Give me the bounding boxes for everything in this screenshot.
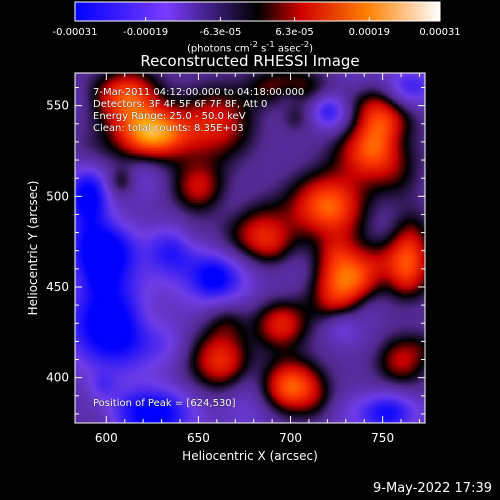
colorbar-tick-label: 0.00019 — [349, 27, 390, 38]
colorbar: -0.00031 -0.00019 -6.3e-05 6.3e-05 0.00019 0.… — [53, 1, 461, 38]
colorbar-units: (photons cm-2 s-1 asec-2) — [186, 39, 314, 55]
observation-info: 7-Mar-2011 04:12:00.000 to 04:18:00.000 … — [93, 87, 304, 135]
colorbar-tick-label: 6.3e-05 — [275, 27, 313, 38]
y-tick-label: 550 — [46, 99, 69, 113]
y-axis-label: Heliocentric Y (arcsec) — [26, 181, 40, 316]
x-tick-label: 700 — [279, 431, 302, 445]
colorbar-strip — [74, 1, 441, 22]
x-axis-label: Heliocentric X (arcsec) — [182, 449, 318, 463]
y-tick-label: 450 — [46, 280, 69, 294]
timestamp: 9-May-2022 17:39 — [373, 481, 492, 496]
colorbar-tick-label: 0.00031 — [419, 27, 460, 38]
chart-title: Reconstructed RHESSI Image — [140, 52, 360, 70]
x-tick-label: 600 — [95, 431, 118, 445]
info-counts: Clean: total counts: 8.35E+03 — [93, 123, 244, 134]
info-time-range: 7-Mar-2011 04:12:00.000 to 04:18:00.000 — [93, 87, 305, 98]
colorbar-tick-label: -0.00019 — [123, 27, 168, 38]
y-tick-label: 500 — [46, 189, 69, 203]
info-energy-range: Energy Range: 25.0 - 50.0 keV — [93, 111, 246, 122]
x-tick-label: 750 — [371, 431, 394, 445]
info-detectors: Detectors: 3F 4F 5F 6F 7F 8F, Att 0 — [93, 99, 268, 110]
peak-position-label: Position of Peak = [624,530] — [93, 398, 236, 409]
colorbar-tick-label: -6.3e-05 — [199, 27, 241, 38]
y-tick-label: 400 — [46, 371, 69, 385]
colorbar-tick-label: -0.00031 — [53, 27, 98, 38]
x-tick-label: 650 — [187, 431, 210, 445]
